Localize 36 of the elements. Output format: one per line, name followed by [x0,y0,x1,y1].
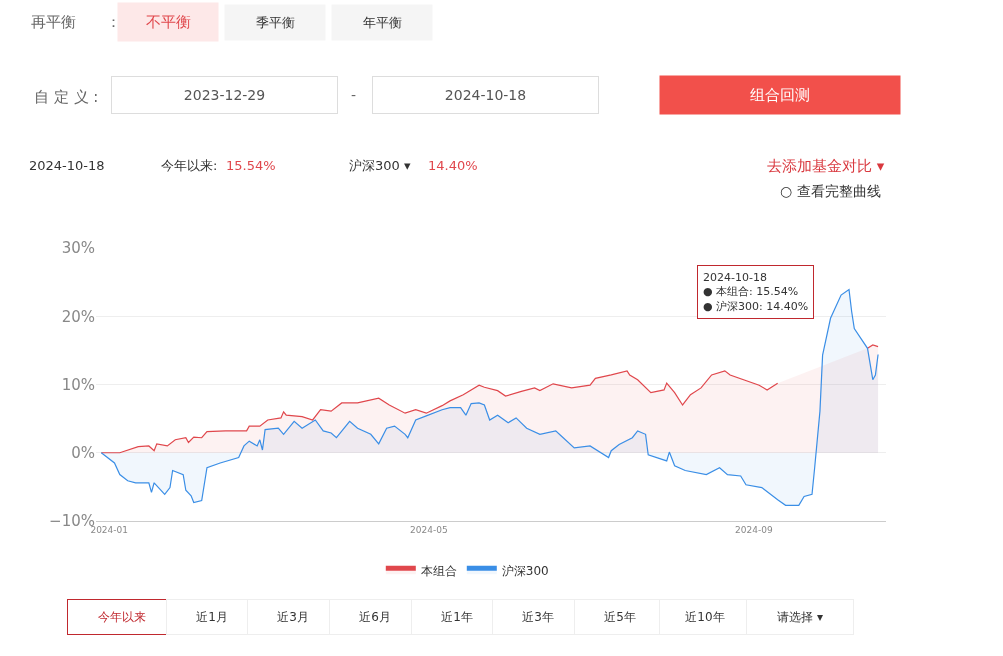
text: 2024-10-18 [29,158,105,173]
text: 季平衡 [255,15,295,30]
y-tick-label: 30% [61,239,95,258]
text: 2024-10-18 [444,87,527,103]
text: ○ 查看完整曲线 [780,183,881,199]
text: 年平衡 [362,15,402,30]
text: 近1月 [196,610,228,624]
x-tick-label: 2024-05 [410,524,448,535]
text: 去添加基金对比 ▾ [767,157,885,175]
annotation: 2024-10-18 [703,271,767,284]
text: 近1年 [441,610,473,624]
text: 组合回测 [750,86,810,104]
legend-label: 本组合 [420,563,457,578]
text: 沪深300 ▾ [349,158,411,173]
text: 近3月 [277,610,309,624]
text: ： [106,13,121,31]
x-tick-label: 2024-09 [735,524,773,535]
text: 请选择 ▾ [777,610,823,624]
legend-label: 沪深300 [501,563,549,578]
text: ● 本组合: 15.54% ● 沪深300: 14.40% [703,285,809,313]
text: 近3年 [522,610,554,624]
text: 不平衡 [145,13,191,31]
text: 今年以来: [161,158,218,173]
text: 近5年 [604,610,636,624]
text: 15.54% [226,158,276,173]
y-tick-label: 20% [61,307,95,326]
y-tick-label: 0% [71,444,95,462]
text: 近10年 [685,610,725,624]
text: 2023-12-29 [183,87,266,103]
text: 近6月 [359,610,391,624]
text: 14.40% [428,158,478,173]
text: 今年以来 [98,610,146,624]
y-tick-label: 10% [61,375,95,394]
text: 自 定 义 : [34,88,99,106]
text: - [351,87,357,103]
text: 再平衡 [31,13,76,31]
